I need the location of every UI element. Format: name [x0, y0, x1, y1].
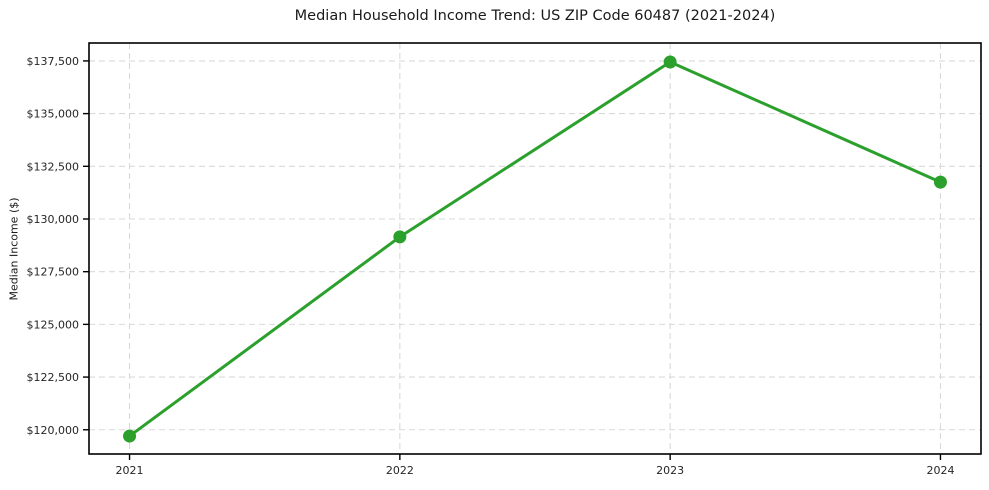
- y-tick-label: $137,500: [27, 55, 80, 68]
- series-line: [128, 60, 942, 438]
- y-tick-label: $122,500: [27, 371, 80, 384]
- x-tick-label: 2024: [926, 464, 954, 477]
- y-tick-label: $125,000: [27, 318, 80, 331]
- y-tick-label: $132,500: [27, 160, 80, 173]
- data-point: [393, 230, 407, 244]
- x-tick-label: 2021: [116, 464, 144, 477]
- y-tick-label: $120,000: [27, 424, 80, 437]
- data-point: [663, 55, 677, 69]
- y-tick-label: $130,000: [27, 213, 80, 226]
- x-tick-label: 2022: [386, 464, 414, 477]
- y-tick-label: $127,500: [27, 266, 80, 279]
- axes-frame: [88, 42, 982, 455]
- data-point: [933, 175, 947, 189]
- data-point: [123, 429, 137, 443]
- x-tick-label: 2023: [656, 464, 684, 477]
- chart-title: Median Household Income Trend: US ZIP Co…: [294, 8, 776, 24]
- y-axis-label: Median Income ($): [7, 197, 21, 301]
- y-tick-label: $135,000: [27, 108, 80, 121]
